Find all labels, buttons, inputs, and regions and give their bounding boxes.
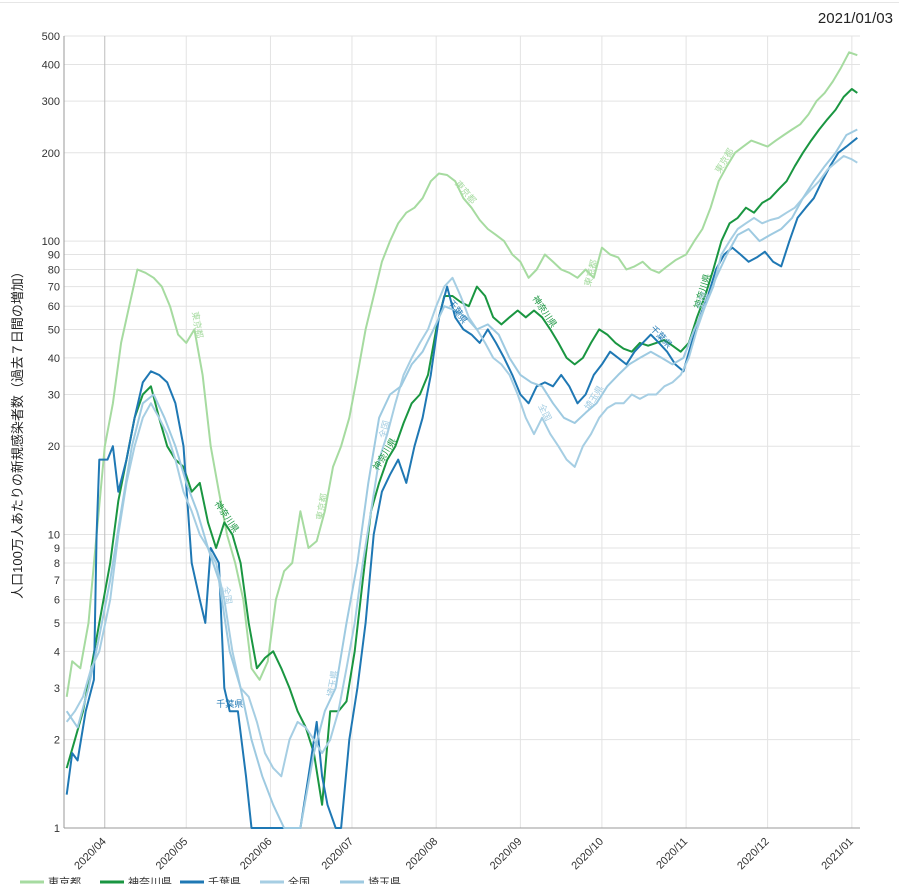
- date-label: 2021/01/03: [817, 10, 893, 27]
- y-tick-label: 4: [54, 646, 60, 658]
- y-tick-label: 9: [54, 543, 60, 555]
- series-line: [65, 128, 858, 829]
- x-tick-label: 2020/04: [72, 836, 109, 873]
- series-line: [65, 155, 858, 778]
- x-tick-label: 2020/10: [569, 836, 606, 873]
- y-tick-label: 8: [54, 558, 60, 570]
- y-tick-label: 7: [54, 575, 60, 587]
- legend-label: 千葉県: [208, 875, 241, 884]
- y-tick-label: 100: [42, 236, 60, 248]
- x-tick-label: 2020/11: [654, 836, 690, 872]
- grid: [64, 35, 860, 829]
- y-tick-label: 70: [48, 282, 60, 294]
- y-tick-label: 60: [48, 301, 60, 313]
- x-tick-label: 2020/12: [735, 836, 772, 873]
- y-tick-label: 3: [54, 683, 60, 695]
- y-tick-label: 40: [48, 353, 60, 365]
- y-tick-label: 5: [54, 618, 60, 630]
- y-tick-label: 1: [54, 823, 60, 835]
- series-inline-label: 東京都: [712, 146, 735, 175]
- series-inline-label: 全国: [221, 585, 235, 605]
- y-tick-label: 500: [42, 31, 60, 43]
- series-inline-label: 東京都: [314, 492, 330, 521]
- legend-label: 埼玉県: [368, 875, 401, 884]
- series-inline-label: 埼玉県: [325, 669, 340, 697]
- x-tick-label: 2020/09: [488, 836, 525, 873]
- y-tick-label: 10: [48, 530, 60, 542]
- y-tick-label: 90: [48, 250, 60, 262]
- y-tick-label: 80: [48, 265, 60, 277]
- y-tick-label: 30: [48, 390, 60, 402]
- x-tick-label: 2020/05: [154, 836, 191, 873]
- series-line: [65, 51, 858, 697]
- series-lines: [65, 51, 858, 829]
- x-tick-label: 2020/08: [404, 836, 441, 873]
- y-tick-label: 400: [42, 59, 60, 71]
- x-tick-label: 2020/06: [238, 836, 275, 873]
- y-tick-label: 6: [54, 595, 60, 607]
- legend-label: 全国: [288, 875, 310, 884]
- top-divider: [0, 2, 899, 3]
- legend: 東京都 神奈川県 千葉県 全国 埼玉県: [20, 875, 401, 889]
- series-inline-label: 全国: [376, 419, 391, 439]
- y-tick-label: 200: [42, 148, 60, 160]
- legend-label: 神奈川県: [128, 875, 172, 884]
- y-tick-label: 300: [42, 96, 60, 108]
- x-tick-label: 2021/01: [819, 836, 856, 873]
- y-tick-label: 2: [54, 735, 60, 747]
- series-inline-label: 全国: [536, 402, 554, 423]
- y-tick-label: 50: [48, 324, 60, 336]
- series-inline-label: 東京都: [582, 258, 600, 287]
- y-axis-title: 人口100万人あたりの新規感染者数（過去７日間の増加）: [10, 265, 25, 599]
- series-inline-label: 千葉県: [216, 698, 243, 709]
- series-inline-label: 神奈川県: [213, 498, 242, 534]
- y-tick-label: 20: [48, 441, 60, 453]
- series-line: [65, 137, 858, 829]
- x-tick-label: 2020/07: [319, 836, 356, 873]
- legend-label: 東京都: [48, 875, 81, 884]
- series-inline-label: 東京都: [190, 311, 206, 340]
